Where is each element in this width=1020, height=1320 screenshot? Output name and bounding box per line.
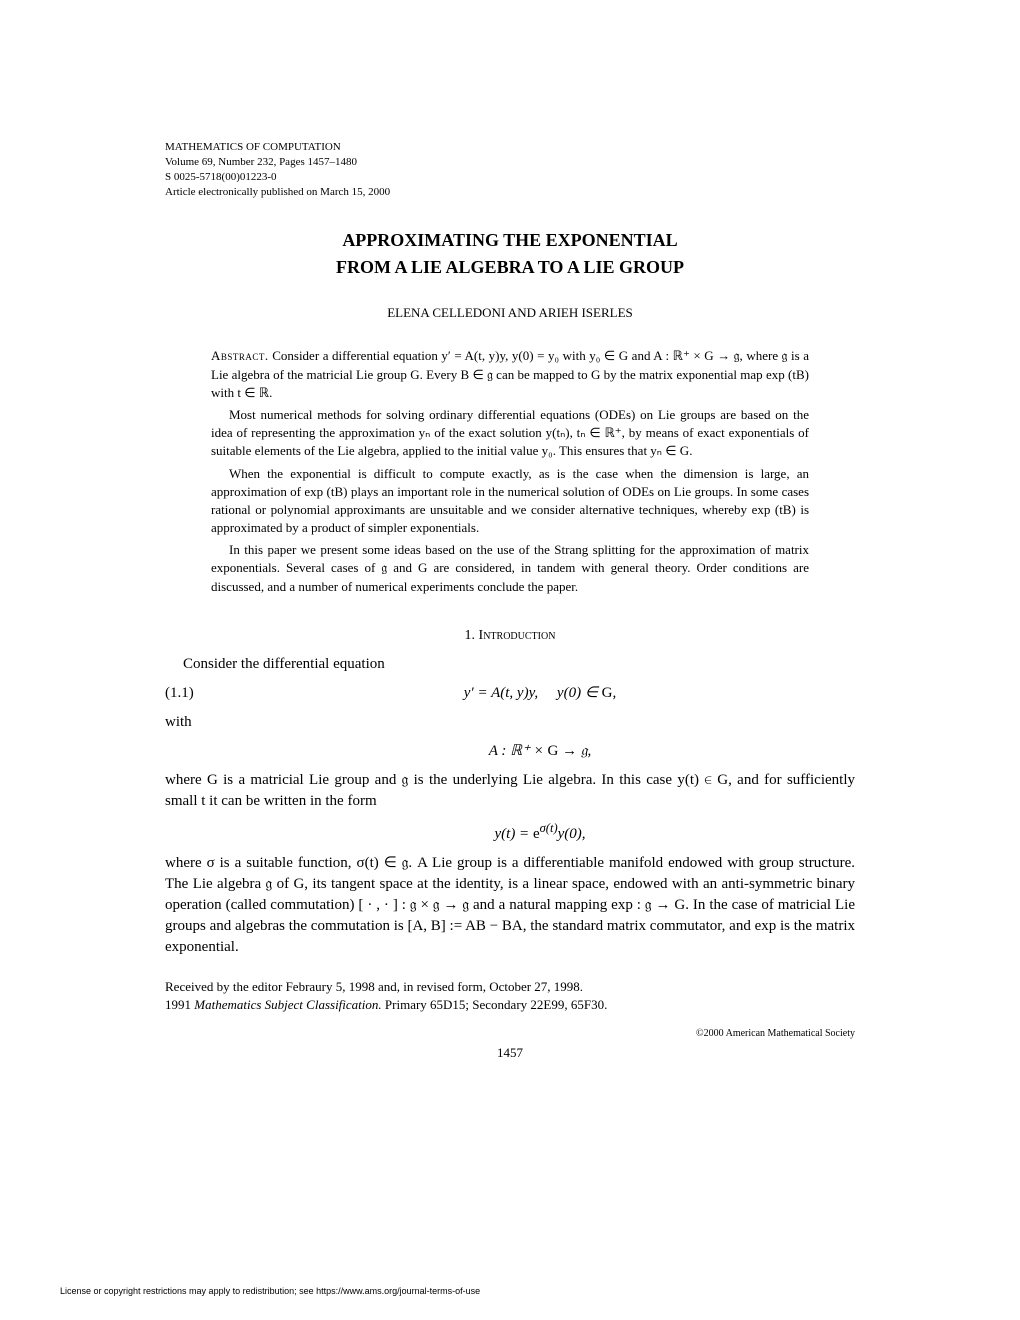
pub-date: Article electronically published on Marc… <box>165 185 855 200</box>
title-line-1: APPROXIMATING THE EXPONENTIAL <box>165 227 855 254</box>
journal-name: MATHEMATICS OF COMPUTATION <box>165 140 855 155</box>
body-p1: Consider the differential equation <box>165 654 855 675</box>
s-id: S 0025-5718(00)01223-0 <box>165 170 855 185</box>
authors: ELENA CELLEDONI AND ARIEH ISERLES <box>165 305 855 321</box>
body-p3: where G is a matricial Lie group and 𝔤 i… <box>165 770 855 812</box>
page-number: 1457 <box>165 1045 855 1061</box>
section-number: 1. <box>465 628 476 643</box>
abstract-p3: When the exponential is difficult to com… <box>211 465 809 538</box>
volume-info: Volume 69, Number 232, Pages 1457–1480 <box>165 155 855 170</box>
eq-yt-content: y(t) = eσ(t)y(0), <box>225 820 855 845</box>
equation-map: A : ℝ⁺ × G → 𝔤, <box>165 741 855 762</box>
eq-content: y′ = A(t, y)y, y(0) ∈ G, <box>225 683 855 704</box>
license-notice: License or copyright restrictions may ap… <box>60 1286 480 1296</box>
section-title-text: Introduction <box>479 628 556 643</box>
abstract-p1-text: Consider a differential equation y′ = A(… <box>211 348 809 399</box>
abstract: Abstract. Consider a differential equati… <box>211 347 809 595</box>
eq-number: (1.1) <box>165 683 225 704</box>
received-date: Received by the editor Febraury 5, 1998 … <box>165 978 855 996</box>
abstract-label: Abstract. <box>211 348 269 363</box>
abstract-p1: Abstract. Consider a differential equati… <box>211 347 809 402</box>
journal-header: MATHEMATICS OF COMPUTATION Volume 69, Nu… <box>165 140 855 199</box>
msc-classification: 1991 Mathematics Subject Classification.… <box>165 996 855 1014</box>
section-heading: 1. Introduction <box>165 628 855 644</box>
paper-title: APPROXIMATING THE EXPONENTIAL FROM A LIE… <box>165 227 855 281</box>
equation-yt: y(t) = eσ(t)y(0), <box>165 820 855 845</box>
footnotes: Received by the editor Febraury 5, 1998 … <box>165 978 855 1014</box>
equation-1-1: (1.1) y′ = A(t, y)y, y(0) ∈ G, <box>165 683 855 704</box>
abstract-p4: In this paper we present some ideas base… <box>211 541 809 596</box>
body-content: Consider the differential equation (1.1)… <box>165 654 855 958</box>
title-line-2: FROM A LIE ALGEBRA TO A LIE GROUP <box>165 254 855 281</box>
abstract-p2: Most numerical methods for solving ordin… <box>211 406 809 461</box>
body-p4: where σ is a suitable function, σ(t) ∈ 𝔤… <box>165 853 855 958</box>
eq-map-content: A : ℝ⁺ × G → 𝔤, <box>225 741 855 762</box>
copyright: ©2000 American Mathematical Society <box>165 1028 855 1039</box>
body-p2: with <box>165 712 855 733</box>
